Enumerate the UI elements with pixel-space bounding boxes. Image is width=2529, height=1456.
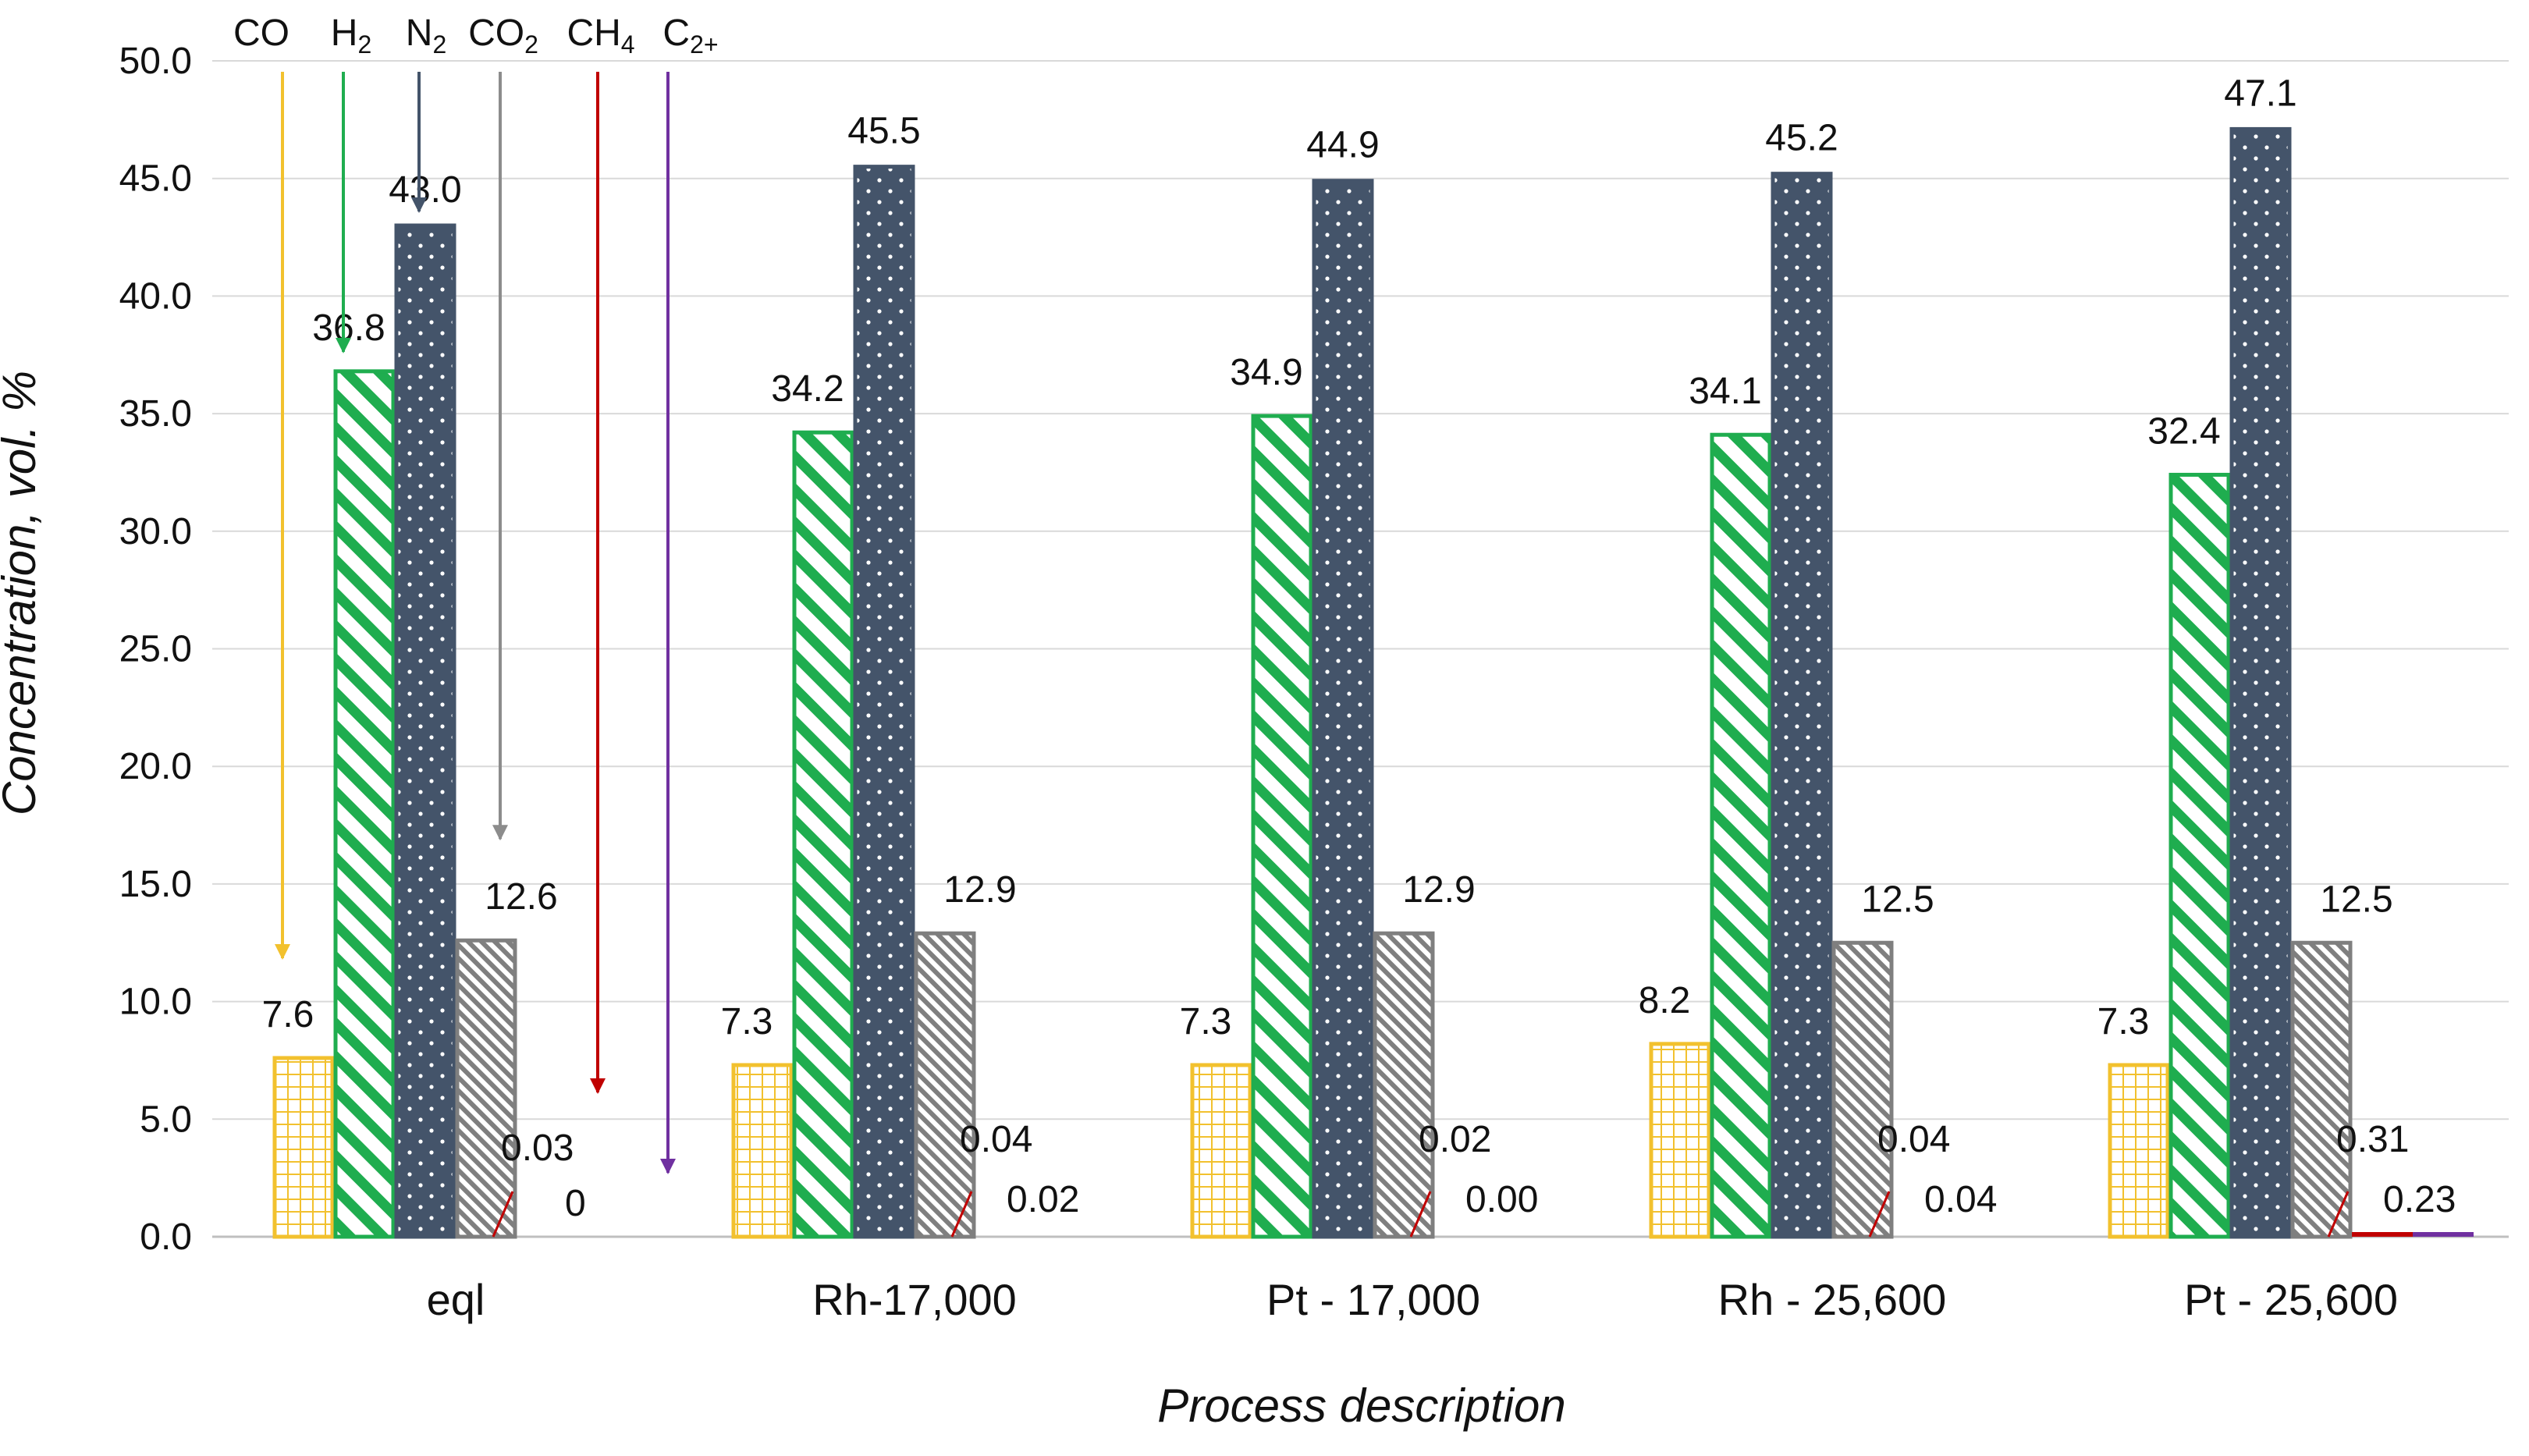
bar-h2: [1251, 414, 1313, 1239]
bar-co: [1649, 1042, 1711, 1239]
legend-label: N2: [406, 12, 446, 59]
data-label-c2plus: 0: [565, 1183, 586, 1224]
data-label-h2: 34.1: [1689, 371, 1761, 412]
data-label-co2: 12.5: [1861, 879, 1934, 920]
y-tick-label: 0.0: [140, 1216, 192, 1258]
data-label-ch4: 0.04: [1877, 1119, 1950, 1160]
legend-item-n2: N2: [406, 12, 446, 213]
data-label-co2: 12.9: [943, 869, 1016, 911]
legend-label: C2+: [662, 12, 718, 59]
bar-h2: [333, 369, 396, 1239]
y-tick-label: 30.0: [119, 511, 192, 552]
bar-h2: [1710, 432, 1772, 1239]
data-label-co2: 12.5: [2320, 879, 2392, 920]
bar-co2: [914, 931, 976, 1239]
legend-label: CH4: [567, 12, 634, 59]
bar-co2: [1831, 940, 1894, 1239]
bar-n2: [394, 223, 456, 1239]
legend-item-c2plus: C2+: [660, 12, 719, 1174]
legend-item-h2: H2: [331, 12, 371, 353]
leader-line: [1409, 1191, 1432, 1238]
bar-co: [1190, 1063, 1252, 1239]
data-label-h2: 36.8: [312, 307, 385, 349]
data-label-co: 8.2: [1639, 980, 1691, 1021]
y-tick-label: 45.0: [119, 158, 192, 200]
data-label-co: 7.3: [1180, 1001, 1232, 1042]
bar-n2: [1312, 179, 1374, 1239]
legend: CO H2 N2 CO2 CH4 C2+: [233, 12, 719, 1174]
axes: Concentration, vol. % Process descriptio…: [0, 41, 2398, 1432]
x-category-label: Rh-17,000: [812, 1275, 1017, 1324]
y-tick-label: 20.0: [119, 746, 192, 787]
bar-co: [2108, 1063, 2170, 1239]
legend-item-co: CO: [233, 12, 290, 960]
data-label-co2: 12.9: [1402, 869, 1475, 911]
data-label-c2plus: 0.00: [1465, 1179, 1538, 1220]
y-tick-label: 15.0: [119, 864, 192, 905]
data-label-n2: 45.2: [1765, 118, 1838, 159]
data-label-c2plus: 0.02: [1007, 1179, 1079, 1220]
y-axis-title: Concentration, vol. %: [0, 371, 45, 815]
x-category-label: Pt - 25,600: [2184, 1275, 2398, 1324]
data-label-n2: 45.5: [847, 111, 920, 152]
data-label-n2: 43.0: [389, 169, 461, 211]
legend-label: CO: [233, 12, 289, 54]
legend-label: CO2: [468, 12, 538, 59]
leader-line: [1868, 1191, 1891, 1238]
bar-ch4: [2352, 1232, 2413, 1237]
bar-co: [272, 1056, 335, 1239]
y-tick-label: 5.0: [140, 1099, 192, 1140]
bar-co: [731, 1063, 794, 1239]
bars: [272, 126, 2474, 1239]
x-axis-title: Process description: [1157, 1380, 1566, 1432]
data-label-co2: 12.6: [485, 876, 557, 918]
x-category-label: Pt - 17,000: [1266, 1275, 1480, 1324]
data-label-h2: 34.9: [1230, 352, 1302, 393]
data-labels: 7.6 7.3 7.3 8.2 7.3 36.8 34.2 34.9 34.1 32.4 43.0 4…: [262, 73, 2456, 1238]
data-label-c2plus: 0.04: [1924, 1179, 1997, 1220]
data-label-c2plus: 0.23: [2383, 1179, 2456, 1220]
x-category-label: Rh - 25,600: [1718, 1275, 1947, 1324]
y-tick-label: 10.0: [119, 982, 192, 1023]
data-label-h2: 32.4: [2147, 410, 2220, 452]
bar-co2: [2290, 940, 2353, 1239]
bar-h2: [792, 430, 854, 1239]
leader-line: [950, 1191, 973, 1238]
data-label-co: 7.6: [262, 994, 314, 1035]
data-label-co: 7.3: [2097, 1001, 2150, 1042]
data-label-ch4: 0.02: [1419, 1119, 1491, 1160]
data-label-co: 7.3: [721, 1001, 773, 1042]
bar-n2: [2229, 126, 2292, 1239]
legend-item-ch4: CH4: [567, 12, 635, 1094]
data-label-n2: 44.9: [1306, 125, 1379, 166]
y-tick-label: 35.0: [119, 393, 192, 435]
bar-co2: [455, 938, 517, 1239]
y-tick-label: 50.0: [119, 41, 192, 82]
legend-item-co2: CO2: [468, 12, 538, 841]
bar-h2: [2168, 472, 2231, 1239]
data-label-ch4: 0.04: [960, 1119, 1032, 1160]
bar-n2: [1771, 172, 1833, 1239]
data-label-h2: 34.2: [771, 368, 844, 410]
leader-line: [2327, 1191, 2350, 1238]
data-label-ch4: 0.31: [2336, 1119, 2409, 1160]
data-label-n2: 47.1: [2224, 73, 2296, 114]
bar-n2: [853, 165, 915, 1239]
x-category-label: eql: [427, 1275, 485, 1324]
data-label-ch4: 0.03: [501, 1128, 574, 1169]
y-tick-label: 40.0: [119, 275, 192, 317]
bar-c2plus: [2413, 1232, 2474, 1237]
y-tick-label: 25.0: [119, 629, 192, 670]
legend-label: H2: [331, 12, 371, 59]
bar-co2: [1373, 931, 1435, 1239]
leader-line: [492, 1191, 514, 1238]
